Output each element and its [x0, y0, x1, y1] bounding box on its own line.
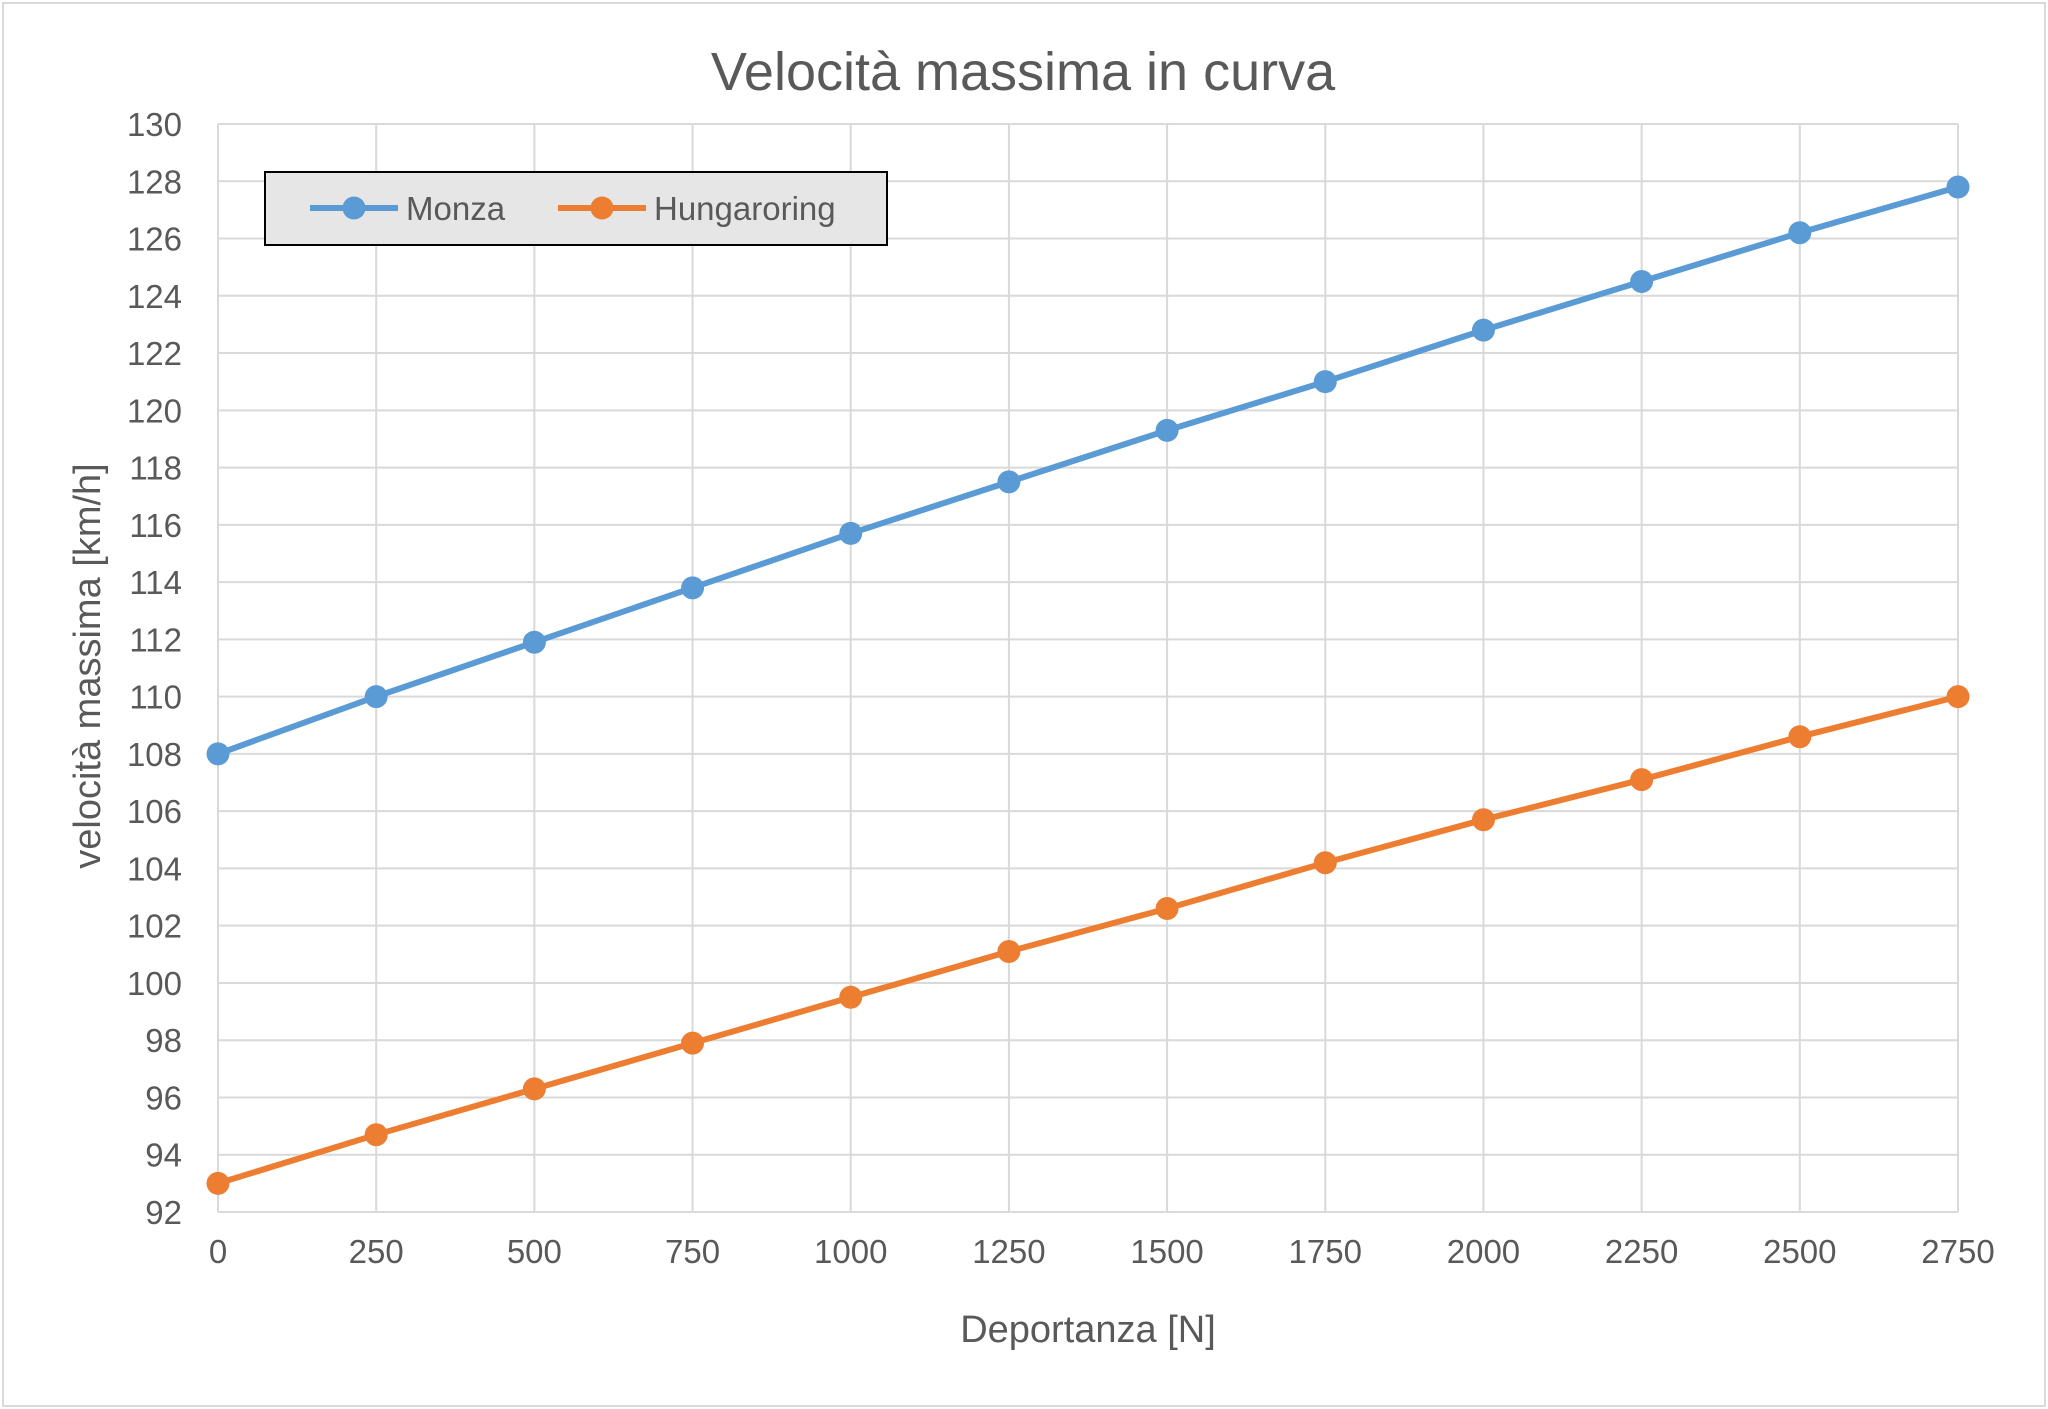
y-tick-label: 128 [127, 163, 182, 200]
legend-swatch-marker [590, 196, 614, 220]
data-point-hungaroring [997, 939, 1021, 963]
data-point-hungaroring [1630, 768, 1654, 792]
data-point-hungaroring [522, 1077, 546, 1101]
data-point-hungaroring [839, 985, 863, 1009]
x-tick-label: 0 [209, 1233, 227, 1270]
y-tick-label: 116 [129, 507, 182, 544]
data-point-monza [206, 742, 230, 766]
series-hungaroring [206, 685, 1970, 1195]
x-tick-label: 2000 [1447, 1233, 1520, 1270]
data-point-hungaroring [1155, 897, 1179, 921]
y-tick-label: 110 [129, 679, 182, 716]
data-point-hungaroring [1471, 808, 1495, 832]
y-tick-label: 98 [145, 1022, 182, 1059]
x-axis-title: Deportanza [N] [960, 1309, 1216, 1351]
legend-item-hungaroring: Hungaroring [558, 190, 836, 227]
legend-items: Monza Hungaroring [310, 190, 836, 227]
x-tick-label: 2500 [1763, 1233, 1836, 1270]
y-tick-label: 100 [127, 965, 182, 1002]
data-point-hungaroring [1946, 685, 1970, 709]
data-point-monza [681, 576, 705, 600]
x-tick-label: 750 [665, 1233, 720, 1270]
y-tick-label: 92 [145, 1194, 182, 1231]
y-tick-label: 118 [129, 450, 182, 487]
x-tick-label: 2750 [1921, 1233, 1994, 1270]
legend-label: Monza [406, 190, 506, 227]
data-point-hungaroring [1313, 851, 1337, 875]
y-tick-label: 130 [127, 106, 182, 143]
legend: Monza Hungaroring [264, 171, 888, 246]
legend-item-monza: Monza [310, 190, 506, 227]
data-point-monza [1630, 269, 1654, 293]
y-tick-label: 114 [129, 564, 182, 601]
data-point-monza [1471, 318, 1495, 342]
x-axis-ticks: 0 250 500 750 1000 1250 1500 1750 2000 2250 2500 27… [209, 1233, 1995, 1270]
x-tick-label: 250 [349, 1233, 404, 1270]
y-tick-label: 112 [129, 621, 182, 658]
y-axis-ticks: 92 94 96 98 100 102 104 106 108 110 112 114 116 118 12… [127, 106, 182, 1231]
data-point-hungaroring [364, 1123, 388, 1147]
data-point-hungaroring [1788, 725, 1812, 749]
x-tick-label: 1500 [1130, 1233, 1203, 1270]
legend-swatch-marker [342, 196, 366, 220]
y-axis-title: velocità massima [km/h] [67, 463, 109, 868]
y-tick-label: 94 [145, 1137, 182, 1174]
y-tick-label: 108 [127, 736, 182, 773]
x-tick-label: 1000 [814, 1233, 887, 1270]
series-layer [206, 175, 1970, 1195]
x-tick-label: 500 [507, 1233, 562, 1270]
legend-label: Hungaroring [654, 190, 836, 227]
x-tick-label: 1750 [1289, 1233, 1362, 1270]
x-tick-label: 2250 [1605, 1233, 1678, 1270]
data-point-monza [1788, 221, 1812, 245]
data-point-hungaroring [206, 1171, 230, 1195]
data-point-monza [1155, 418, 1179, 442]
y-tick-label: 106 [127, 793, 182, 830]
data-point-monza [1313, 370, 1337, 394]
y-tick-label: 104 [127, 850, 182, 887]
gridlines [217, 123, 1959, 1213]
y-tick-label: 102 [127, 908, 182, 945]
chart-title: Velocità massima in curva [711, 42, 1336, 102]
y-tick-label: 122 [127, 335, 182, 372]
data-point-monza [997, 470, 1021, 494]
data-point-monza [364, 685, 388, 709]
series-line-hungaroring [215, 693, 1961, 1187]
data-point-monza [522, 630, 546, 654]
x-tick-label: 1250 [972, 1233, 1045, 1270]
data-point-hungaroring [681, 1031, 705, 1055]
series-monza [206, 175, 1970, 766]
y-tick-label: 96 [145, 1079, 182, 1116]
y-tick-label: 124 [127, 278, 182, 315]
y-tick-label: 120 [127, 392, 182, 429]
y-tick-label: 126 [127, 221, 182, 258]
series-line-monza [215, 184, 1961, 757]
data-point-monza [1946, 175, 1970, 199]
data-point-monza [839, 521, 863, 545]
